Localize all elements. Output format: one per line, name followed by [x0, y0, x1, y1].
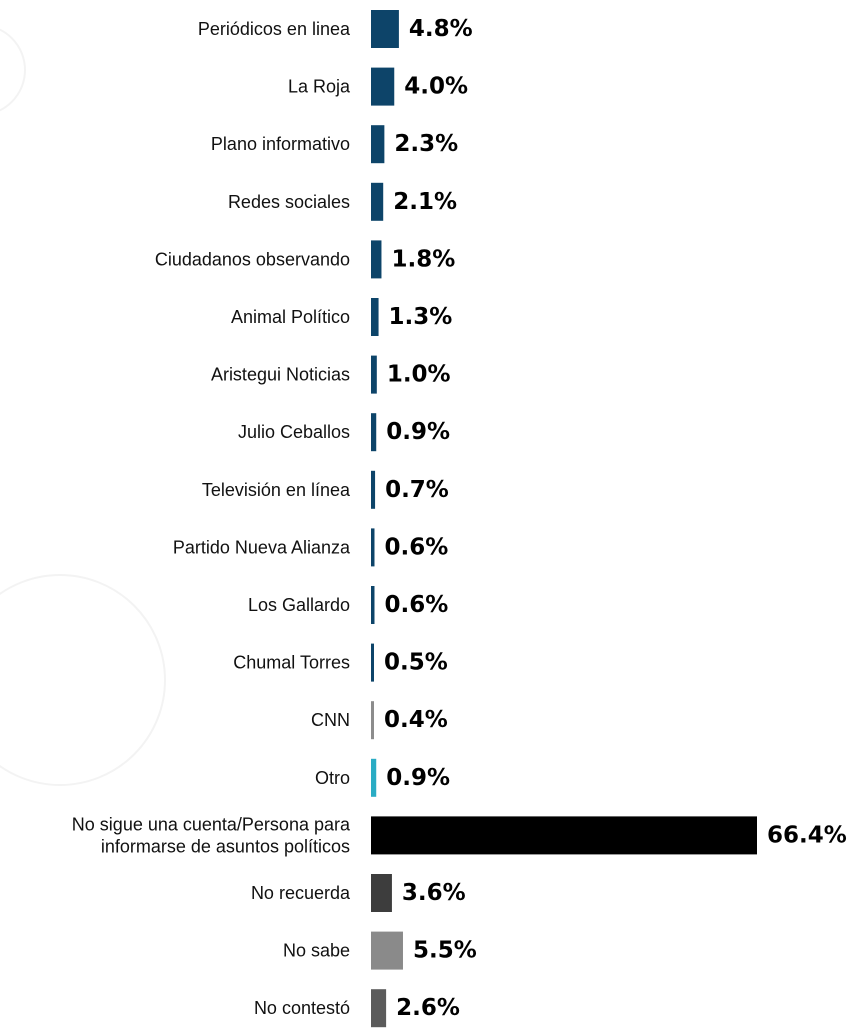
category-label: No sigue una cuenta/Persona para [72, 814, 351, 834]
bar [371, 470, 376, 509]
bar [371, 586, 375, 624]
value-label: 5.5% [413, 938, 477, 964]
bar [371, 701, 374, 740]
category-label: Partido Nueva Alianza [173, 537, 351, 557]
value-label: 66.4% [767, 822, 847, 848]
category-label: Aristegui Noticias [211, 365, 350, 385]
category-label: Julio Ceballos [238, 422, 350, 442]
value-label: 0.4% [384, 707, 448, 733]
bar [371, 528, 375, 567]
bar [371, 816, 757, 855]
bar [371, 298, 379, 336]
value-label: 4.0% [404, 74, 468, 100]
bar [371, 240, 382, 279]
value-label: 1.0% [387, 362, 451, 388]
category-label: No recuerda [251, 883, 351, 903]
category-label: No sabe [283, 941, 350, 961]
category-label: Chumal Torres [233, 653, 350, 673]
value-label: 0.6% [384, 534, 448, 560]
value-label: 2.1% [393, 189, 457, 215]
bar [371, 758, 377, 797]
category-label: Ciudadanos observando [155, 249, 350, 269]
bar [371, 182, 384, 221]
bar [371, 67, 395, 106]
category-label: CNN [311, 710, 350, 730]
bar [371, 355, 377, 394]
category-label: Televisión en línea [202, 480, 351, 500]
value-label: 3.6% [402, 880, 466, 906]
value-label: 1.3% [389, 304, 453, 330]
value-label: 0.9% [386, 419, 450, 445]
category-label: La Roja [288, 77, 351, 97]
value-label: 2.6% [396, 995, 460, 1021]
value-label: 0.6% [384, 592, 448, 618]
bar [371, 874, 392, 912]
value-label: 0.7% [385, 477, 449, 503]
category-label: Plano informativo [211, 134, 350, 154]
value-label: 0.5% [384, 650, 448, 676]
category-label: Los Gallardo [248, 595, 350, 615]
category-label: Redes sociales [228, 192, 350, 212]
category-labels-group: Periódicos en linea La Roja Plano informat… [72, 19, 351, 1018]
value-label: 4.8% [409, 16, 473, 42]
background-decoration [0, 28, 166, 786]
bar [371, 125, 385, 164]
bars-group [371, 10, 757, 1028]
bar [371, 931, 403, 970]
value-label: 1.8% [391, 246, 455, 272]
category-label: informarse de asuntos políticos [101, 836, 350, 856]
bar [371, 413, 377, 452]
category-label: Animal Político [231, 307, 350, 327]
value-labels-group: 4.8% 4.0% 2.3% 2.1% 1.8% 1.3% 1.0% 0.9% 0.7% 0.6%… [384, 16, 847, 1021]
value-label: 0.9% [386, 765, 450, 791]
category-label: Otro [315, 768, 350, 788]
category-label: No contestó [254, 998, 350, 1018]
value-label: 2.3% [394, 131, 458, 157]
bar [371, 643, 374, 682]
bar [371, 10, 399, 48]
bar [371, 989, 387, 1028]
category-label: Periódicos en linea [198, 19, 351, 39]
